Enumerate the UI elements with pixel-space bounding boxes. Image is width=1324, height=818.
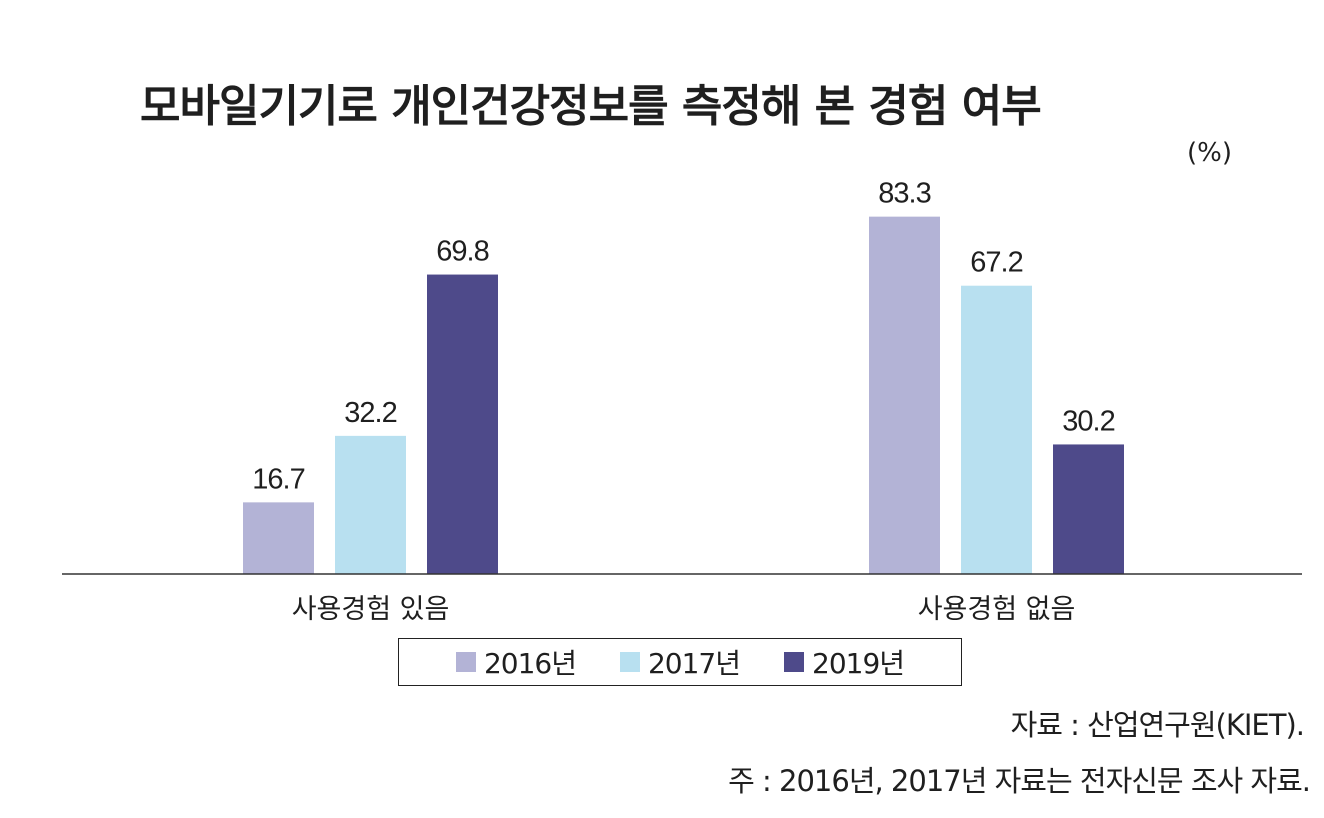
- legend-swatch-2017: [619, 652, 640, 672]
- source-note: 자료 : 산업연구원(KIET).: [1010, 708, 1305, 742]
- bar-no-2017: [961, 285, 1032, 574]
- legend-swatch-2019: [784, 652, 805, 672]
- bar-no-2019: [1053, 444, 1124, 574]
- unit-label: (%): [1187, 138, 1232, 168]
- category-label-yes: 사용경험 있음: [292, 594, 450, 625]
- data-label-no-2017: 67.2: [970, 247, 1022, 279]
- legend: 2016년 2017년 2019년: [398, 638, 962, 686]
- category-label-no: 사용경험 없음: [918, 594, 1076, 625]
- data-label-yes-2017: 32.2: [344, 397, 396, 429]
- bar-no-2016: [869, 216, 940, 574]
- legend-item-2019: 2019년: [784, 642, 905, 682]
- legend-swatch-2016: [455, 652, 476, 672]
- data-label-yes-2016: 16.7: [252, 463, 304, 495]
- data-label-no-2016: 83.3: [878, 178, 930, 210]
- legend-label-2017: 2017년: [647, 647, 741, 680]
- footnote: 주 : 2016년, 2017년 자료는 전자신문 조사 자료.: [728, 764, 1311, 798]
- data-label-no-2019: 30.2: [1062, 405, 1114, 437]
- legend-item-2017: 2017년: [619, 642, 741, 682]
- bar-yes-2017: [335, 435, 406, 574]
- legend-label-2016: 2016년: [483, 647, 577, 680]
- data-label-yes-2019: 69.8: [436, 236, 488, 268]
- chart-title: 모바일기기로 개인건강정보를 측정해 본 경험 여부: [140, 81, 1042, 132]
- bar-chart: 16.7 32.2 69.8 사용경험 있음 83.3 67.2 30.2 사용경험 없음: [62, 178, 1302, 625]
- bar-yes-2019: [427, 274, 498, 574]
- legend-item-2016: 2016년: [455, 642, 577, 682]
- bar-yes-2016: [243, 502, 314, 574]
- legend-label-2019: 2019년: [812, 647, 905, 680]
